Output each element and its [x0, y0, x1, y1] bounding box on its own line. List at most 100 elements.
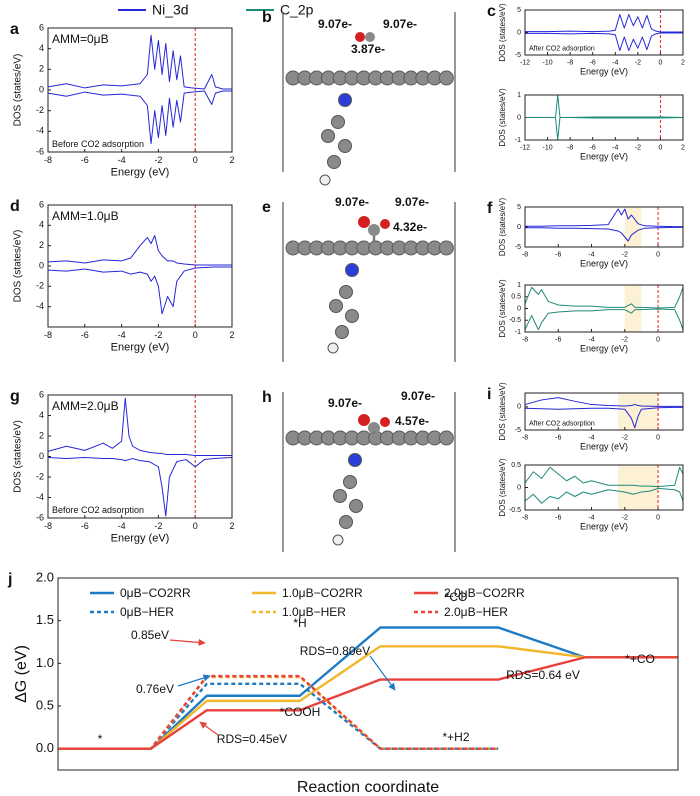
charge-label: 9.07e- — [335, 195, 369, 209]
ring-atom — [327, 155, 341, 169]
y-axis-label: DOS (states/eV) — [498, 382, 507, 441]
x-tick-label: -4 — [612, 59, 618, 66]
series-line — [47, 397, 232, 456]
x-tick-label: -4 — [118, 155, 126, 165]
carbon-atom — [438, 70, 454, 86]
charge-label: 9.07e- — [383, 17, 417, 31]
y-tick-label: 0.5 — [511, 294, 521, 301]
x-tick-label: -6 — [81, 155, 89, 165]
y-tick-label: 4 — [39, 410, 44, 420]
series-line — [47, 235, 232, 266]
x-axis-label: Energy (eV) — [580, 67, 628, 77]
x-tick-label: 0 — [193, 155, 198, 165]
x-tick-label: -6 — [555, 251, 561, 258]
y-axis-label: DOS (states/eV) — [498, 458, 507, 517]
x-axis-label: Energy (eV) — [111, 532, 170, 544]
x-axis-label: Energy (eV) — [111, 341, 170, 353]
x-tick-label: -8 — [44, 521, 52, 531]
plot: -0.5 0 0.5 -8 -6 -4 -2 0 Energy (eV) DOS (states/… — [498, 458, 684, 532]
highlight-band — [624, 207, 642, 247]
x-tick-label: -8 — [522, 336, 528, 343]
x-tick-label: -8 — [522, 434, 528, 441]
x-tick-label: 0 — [656, 336, 660, 343]
x-tick-label: 2 — [229, 155, 234, 165]
y-tick-label: 0 — [517, 305, 521, 312]
ring-atom — [348, 453, 362, 467]
y-tick-label: -5 — [515, 427, 521, 434]
x-tick-label: 0 — [656, 251, 660, 258]
y-tick-label: 0 — [39, 84, 44, 94]
x-axis-label: Energy (eV) — [580, 522, 628, 532]
y-tick-label: -2 — [36, 281, 44, 291]
legend-label: 0μB−HER — [120, 605, 174, 619]
panel-letter: d — [10, 198, 20, 215]
x-tick-label: -2 — [154, 155, 162, 165]
x-tick-label: 0 — [656, 434, 660, 441]
series-line — [47, 90, 232, 145]
y-tick-label: -6 — [36, 146, 44, 156]
y-tick-label: 6 — [39, 389, 44, 399]
annotation: After CO2 adsorption — [529, 421, 595, 428]
ring-atom — [333, 489, 347, 503]
y-tick-label: -4 — [36, 126, 44, 136]
plot-frame — [524, 464, 684, 511]
x-tick-label: -2 — [622, 336, 628, 343]
charge-label: 4.32e- — [393, 220, 427, 234]
charge-label: 9.07e- — [328, 396, 362, 410]
panel-letter: f — [487, 200, 493, 217]
series-line — [47, 34, 232, 90]
y-tick-label: 0.0 — [36, 740, 54, 755]
panel-letter: j — [7, 571, 12, 588]
y-tick-label: 0.5 — [511, 462, 521, 469]
ring-atom — [345, 309, 359, 323]
x-axis-label: Energy (eV) — [111, 166, 170, 178]
ring-atom — [345, 263, 359, 277]
series-line — [525, 32, 683, 51]
x-tick-label: -4 — [588, 251, 594, 258]
annotation: 0.76eV — [136, 682, 174, 696]
annotation: RDS=0.64 eV — [506, 668, 580, 682]
annotation: *COOH — [280, 705, 321, 719]
o-atom — [380, 219, 390, 229]
x-tick-label: -12 — [520, 59, 530, 66]
ring-atom — [329, 299, 343, 313]
annotation: *CO — [445, 590, 468, 604]
panel-letter: a — [10, 21, 19, 38]
c-atom — [368, 422, 380, 434]
plot-frame — [47, 394, 233, 519]
charge-label: 9.07e- — [401, 389, 435, 403]
y-tick-label: -0.5 — [509, 507, 521, 514]
y-tick-label: 0 — [39, 451, 44, 461]
annotation: AMM=2.0μB — [52, 399, 119, 413]
plot: -1 -0.5 0 0.5 1 -8 -6 -4 -2 0 Energy (eV) DOS (stat… — [498, 279, 684, 354]
panel-letter: e — [262, 199, 271, 216]
y-tick-label: 2.0 — [36, 569, 54, 584]
x-tick-label: -6 — [81, 330, 89, 340]
y-tick-label: -4 — [36, 492, 44, 502]
x-tick-label: -12 — [520, 144, 530, 151]
x-tick-label: -2 — [635, 144, 641, 151]
panel-letter: b — [262, 9, 272, 26]
y-tick-label: 6 — [39, 22, 44, 32]
c-atom — [365, 32, 375, 42]
x-tick-label: 0 — [193, 521, 198, 531]
annotation: *+CO — [625, 652, 655, 666]
highlight-band — [624, 285, 642, 332]
legend-label: Ni_3d — [152, 2, 189, 18]
series-line — [524, 466, 684, 488]
o-atom — [358, 216, 370, 228]
x-tick-label: 0 — [193, 330, 198, 340]
x-tick-label: -8 — [567, 144, 573, 151]
annotation-arrow — [199, 721, 219, 736]
y-axis-label: DOS (states/eV) — [13, 54, 24, 127]
ring-atom — [331, 115, 345, 129]
x-tick-label: -4 — [588, 434, 594, 441]
x-axis-label: Energy (eV) — [580, 152, 628, 162]
ring-atom — [338, 93, 352, 107]
carbon-atom — [438, 240, 454, 256]
annotation: Before CO2 adsorption — [52, 139, 144, 149]
x-tick-label: -6 — [555, 514, 561, 521]
